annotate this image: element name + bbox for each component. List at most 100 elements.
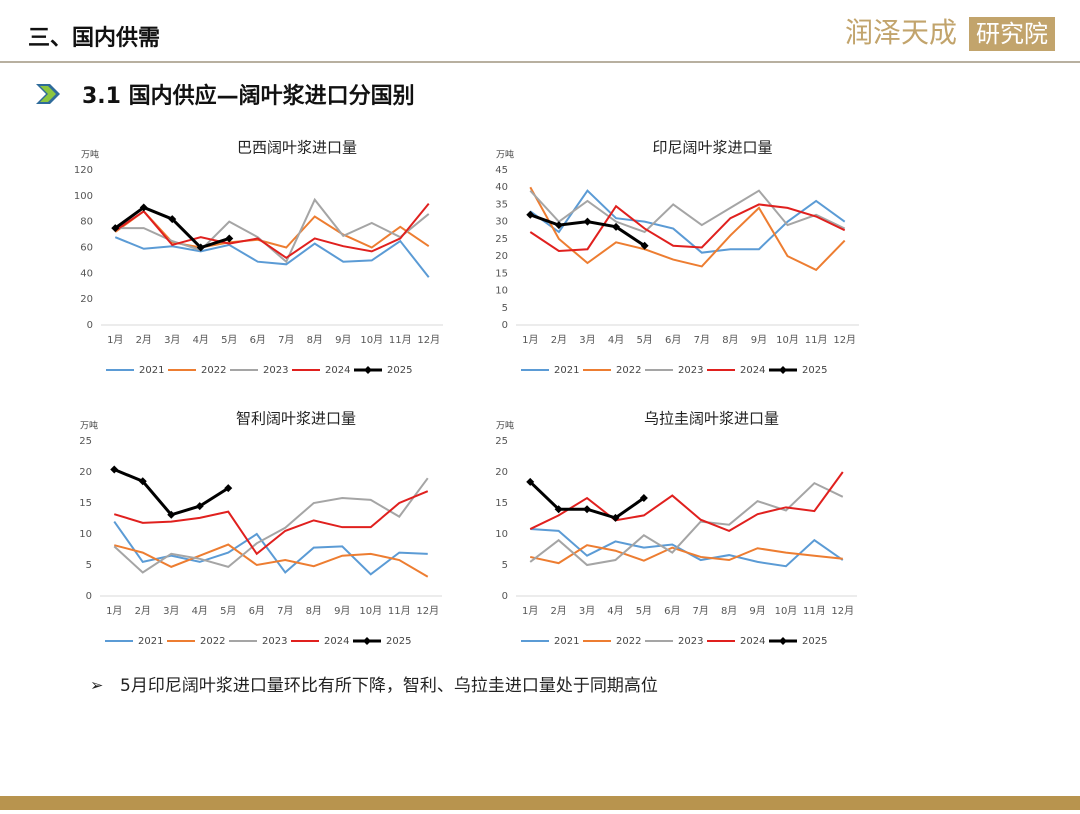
point-marker xyxy=(554,221,563,230)
y-tick-label: 20 xyxy=(495,251,508,262)
series-line xyxy=(114,210,430,249)
x-tick-label: 3月 xyxy=(163,605,179,617)
y-tick-label: 15 xyxy=(495,268,508,279)
legend-label: 2022 xyxy=(616,636,641,647)
x-tick-label: 4月 xyxy=(607,605,623,617)
x-tick-label: 11月 xyxy=(803,605,826,617)
x-tick-label: 4月 xyxy=(192,605,208,617)
x-tick-label: 3月 xyxy=(579,605,595,617)
y-tick-label: 40 xyxy=(495,182,508,193)
x-tick-label: 2月 xyxy=(551,334,567,346)
point-marker xyxy=(138,477,147,486)
y-tick-label: 25 xyxy=(495,234,508,245)
legend-label: 2024 xyxy=(740,636,765,647)
x-tick-label: 8月 xyxy=(306,605,322,617)
legend-label: 2025 xyxy=(386,636,411,647)
point-marker xyxy=(111,224,120,233)
series-line xyxy=(114,236,430,278)
point-marker xyxy=(639,494,648,503)
y-tick-label: 15 xyxy=(79,498,92,509)
y-tick-label: 0 xyxy=(87,320,93,331)
point-marker xyxy=(526,477,535,486)
series-line xyxy=(529,544,843,565)
section-icon-inner xyxy=(40,86,56,102)
point-marker xyxy=(554,505,563,514)
point-marker xyxy=(583,217,592,226)
x-tick-label: 4月 xyxy=(608,334,624,346)
x-tick-label: 6月 xyxy=(665,334,681,346)
y-tick-label: 0 xyxy=(502,320,508,331)
x-tick-label: 10月 xyxy=(776,334,799,346)
chart-title: 乌拉圭阔叶浆进口量 xyxy=(644,410,779,428)
x-tick-label: 5月 xyxy=(636,605,652,617)
x-tick-label: 1月 xyxy=(522,605,538,617)
y-tick-label: 40 xyxy=(80,268,93,279)
series-line xyxy=(113,468,230,517)
y-tick-label: 5 xyxy=(502,560,508,571)
y-tick-label: 5 xyxy=(86,560,92,571)
point-marker xyxy=(195,502,204,511)
y-tick-label: 20 xyxy=(80,294,93,305)
series-line xyxy=(113,543,429,578)
x-tick-label: 4月 xyxy=(193,334,209,346)
header-title: 三、国内供需 xyxy=(28,25,160,51)
legend-label: 2021 xyxy=(139,365,164,376)
series-line xyxy=(529,186,846,272)
legend-label: 2023 xyxy=(678,636,703,647)
x-tick-label: 2月 xyxy=(550,605,566,617)
point-marker xyxy=(168,215,177,224)
x-tick-label: 7月 xyxy=(278,334,294,346)
logo-box xyxy=(969,17,1055,51)
x-tick-label: 1月 xyxy=(522,334,538,346)
point-marker xyxy=(224,484,233,493)
point-marker xyxy=(225,234,234,243)
x-tick-label: 2月 xyxy=(136,334,152,346)
point-marker xyxy=(167,510,176,519)
point-marker xyxy=(196,243,205,252)
chart-title: 智利阔叶浆进口量 xyxy=(236,410,356,428)
legend-label: 2025 xyxy=(802,365,827,376)
point-marker xyxy=(612,222,621,231)
series-line xyxy=(529,471,844,533)
series-line xyxy=(529,203,846,252)
y-tick-label: 25 xyxy=(495,436,508,447)
point-marker xyxy=(526,210,535,219)
x-tick-label: 12月 xyxy=(416,605,439,617)
x-tick-label: 7月 xyxy=(694,334,710,346)
y-tick-label: 10 xyxy=(495,286,508,297)
x-tick-label: 9月 xyxy=(334,605,350,617)
y-axis-label: 万吨 xyxy=(80,420,98,432)
x-tick-label: 9月 xyxy=(749,605,765,617)
y-tick-label: 100 xyxy=(74,191,93,202)
point-marker xyxy=(110,465,119,474)
x-tick-label: 5月 xyxy=(221,334,237,346)
x-tick-label: 7月 xyxy=(693,605,709,617)
legend-marker xyxy=(364,366,372,374)
logo-box-text: 研究院 xyxy=(976,20,1048,48)
x-tick-label: 5月 xyxy=(220,605,236,617)
x-tick-label: 10月 xyxy=(775,605,798,617)
legend-label: 2022 xyxy=(201,365,226,376)
y-tick-label: 45 xyxy=(495,165,508,176)
series-line xyxy=(529,189,846,254)
x-tick-label: 12月 xyxy=(417,334,440,346)
point-marker xyxy=(611,513,620,522)
y-tick-label: 10 xyxy=(79,529,92,540)
y-tick-label: 30 xyxy=(495,217,508,228)
legend-marker xyxy=(779,637,787,645)
series-line xyxy=(114,202,430,260)
y-tick-label: 10 xyxy=(495,529,508,540)
y-axis-label: 万吨 xyxy=(496,420,514,432)
y-tick-label: 60 xyxy=(80,243,93,254)
legend-marker xyxy=(363,637,371,645)
x-tick-label: 12月 xyxy=(833,334,856,346)
x-tick-label: 6月 xyxy=(664,605,680,617)
series-line xyxy=(113,477,429,574)
legend-label: 2024 xyxy=(324,636,349,647)
x-tick-label: 11月 xyxy=(805,334,828,346)
x-tick-label: 11月 xyxy=(388,605,411,617)
legend-label: 2023 xyxy=(262,636,287,647)
section-title: 3.1 国内供应—阔叶浆进口分国别 xyxy=(82,83,415,109)
x-tick-label: 9月 xyxy=(335,334,351,346)
